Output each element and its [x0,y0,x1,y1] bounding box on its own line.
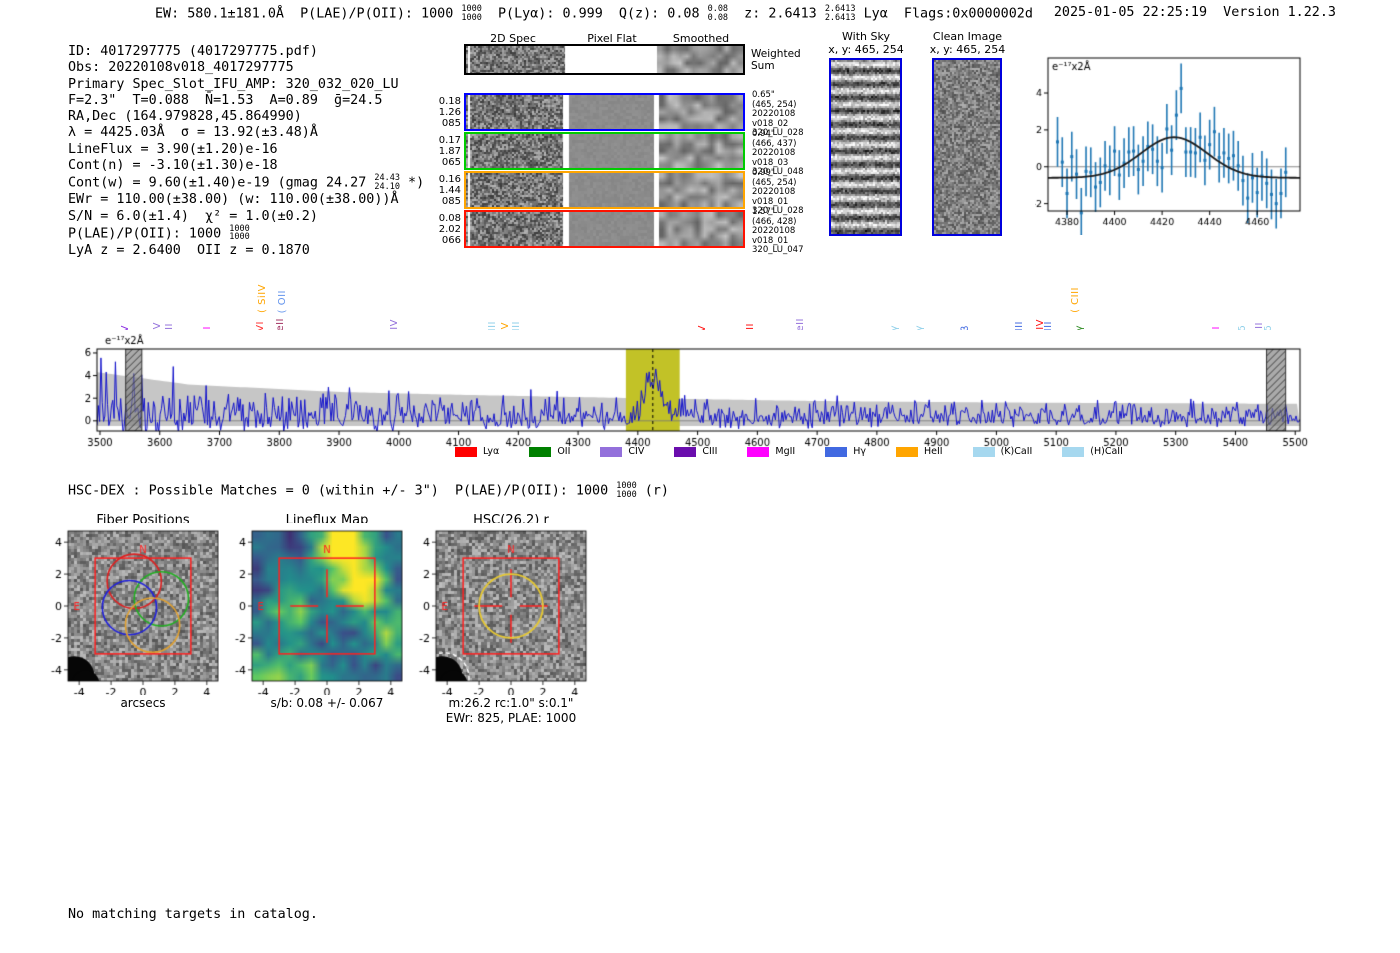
legend-swatch [1062,446,1085,457]
full-spectrum-plot [85,330,1315,448]
info-line: RA,Dec (164.979828,45.864990) [68,109,302,125]
stacked-fraction: 1000 1000 [616,481,637,500]
legend-swatch [455,446,477,457]
legend-label: Lyα [483,446,500,457]
emission-line-marker: ( CIII [1070,287,1082,313]
spectrum-legend: Lyα OII CIV CIII MgII Hγ HeII (K)CaII (H)CaII [455,446,1153,457]
with-sky-title: With Sky x, y: 465, 254 [828,30,904,56]
weighted-sum-image [466,46,743,73]
legend-label: HeII [924,446,943,457]
legend-item: CIV [600,446,644,457]
info-line: Cont(w) = 9.60(±1.40)e-19 (gmag 24.27 24… [68,173,425,192]
legend-item: MgII [747,446,795,457]
fiber-positions-cutout [35,523,230,695]
info-line: F=2.3" T=0.088 N̄=1.53 A=0.89 ḡ=24.5 [68,92,383,108]
cutout-caption-lineflux: s/b: 0.08 +/- 0.067 [270,696,384,710]
stacked-fraction: 24.43 24.10 [374,173,400,192]
weighted-sum-strip [464,44,745,75]
legend-label: (K)CaII [1000,446,1033,457]
legend-swatch [896,446,918,457]
legend-swatch [529,446,552,457]
stacked-fraction: 2.6413 2.6413 [824,4,856,23]
legend-item: HeII [896,446,943,457]
spec2d-row-left-labels: 0.17 1.87 065 [438,135,461,168]
info-line: λ = 4425.03Å σ = 13.92(±3.48)Å [68,125,318,141]
report-header-summary: EW: 580.1±181.0Å P(LAE)/P(OII): 1000 100… [155,4,1033,23]
emission-line-marker: ( OII [277,289,289,313]
spec2d-row-image [466,95,743,129]
info-line: Primary Spec_Slot_IFU_AMP: 320_032_020_L… [68,76,399,92]
spec2d-header-2dspec: 2D Spec [490,32,536,45]
spec2d-row [464,93,745,131]
lineflux-map-cutout [219,523,414,695]
info-line: LineFlux = 3.90(±1.20)e-16 [68,141,278,157]
line-fit-zoom-plot [1035,50,1315,235]
info-line: P(LAE)/P(OII): 1000 1000 1000 [68,223,250,243]
spec2d-row [464,132,745,170]
spec2d-row [464,210,745,248]
hsc-dex-match-line: HSC-DEX : Possible Matches = 0 (within +… [68,481,669,500]
with-sky-panel [829,58,902,236]
info-line: ID: 4017297775 (4017297775.pdf) [68,44,318,59]
legend-label: MgII [775,446,796,457]
footer-line-1: No matching targets in catalog. [68,907,318,922]
weighted-sum-label: Weighted Sum [751,48,801,72]
spec2d-row-left-labels: 0.18 1.26 085 [438,96,461,129]
report-timestamp-version: 2025-01-05 22:25:19 Version 1.22.3 [1053,5,1336,20]
clean-image-panel [932,58,1002,236]
stacked-fraction: 0.08 0.08 [707,4,729,23]
spec2d-row-right-labels: 0.99" (465, 254) 20220108 v018_01 320_LU_028 [752,168,804,217]
spec2d-header-pixelflat: Pixel Flat [587,32,637,45]
info-line: Cont(n) = -3.10(±1.30)e-18 [68,158,278,174]
legend-label: CIV [628,446,645,457]
cutout-caption-arcsecs: arcsecs [120,696,166,710]
legend-label: (H)CaII [1090,446,1123,457]
legend-swatch [600,446,623,457]
legend-item: Hγ [825,446,866,457]
spec2d-row-left-labels: 0.16 1.44 085 [438,174,461,207]
spec2d-row-right-labels: 1.57" (466, 428) 20220108 v018_01 320_LU_047 [752,207,804,256]
legend-label: CIII [702,446,718,457]
hsc-r-cutout [403,523,598,695]
legend-item: (H)CaII [1062,446,1123,457]
spec2d-row-image [466,173,743,207]
stacked-fraction: 1000 1000 [461,4,482,23]
detection-info-block: ID: 4017297775 (4017297775.pdf) Obs: 2022… [68,44,424,259]
spec2d-row [464,171,745,209]
info-line: LyA z = 2.6400 OII z = 0.1870 [68,242,310,258]
info-line: S/N = 6.0(±1.4) χ² = 1.0(±0.2) [68,208,318,224]
legend-swatch [972,446,995,457]
spec2d-row-right-labels: 0.94" (466, 437) 20220108 v018_03 320_LU_048 [752,129,804,178]
spec2d-row-right-labels: 0.65" (465, 254) 20220108 v018_02 320_LU_028 [752,90,804,139]
stacked-fraction: 1000 1000 [229,223,250,243]
legend-item: CIII [674,446,717,457]
clean-image-title: Clean Image x, y: 465, 254 [929,30,1006,56]
legend-item: Lyα [455,446,499,457]
with-sky-image [831,60,900,234]
spec2d-row-image [466,212,743,246]
legend-label: OII [557,446,571,457]
spec2d-row-image [466,134,743,168]
legend-item: (K)CaII [972,446,1033,457]
legend-swatch [747,446,770,457]
emission-line-marker: ( SiIV [256,284,268,313]
spec2d-row-left-labels: 0.08 2.02 066 [438,213,461,246]
footer-notes: No matching targets in catalog. Row inte… [68,876,318,953]
cutout-caption-hsc-2: EWr: 825, PLAE: 1000 [445,711,577,725]
cutout-caption-hsc-1: m:26.2 rc:1.0" s:0.1" [448,696,574,710]
legend-swatch [674,446,697,457]
clean-image [934,60,1000,234]
info-line: EWr = 110.00(±38.00) (w: 110.00(±38.00))… [68,192,399,208]
legend-item: OII [529,446,570,457]
info-line: Obs: 20220108v018_4017297775 [68,60,294,76]
legend-label: Hγ [853,446,866,457]
legend-swatch [825,446,848,457]
spec2d-header-smoothed: Smoothed [672,32,730,45]
